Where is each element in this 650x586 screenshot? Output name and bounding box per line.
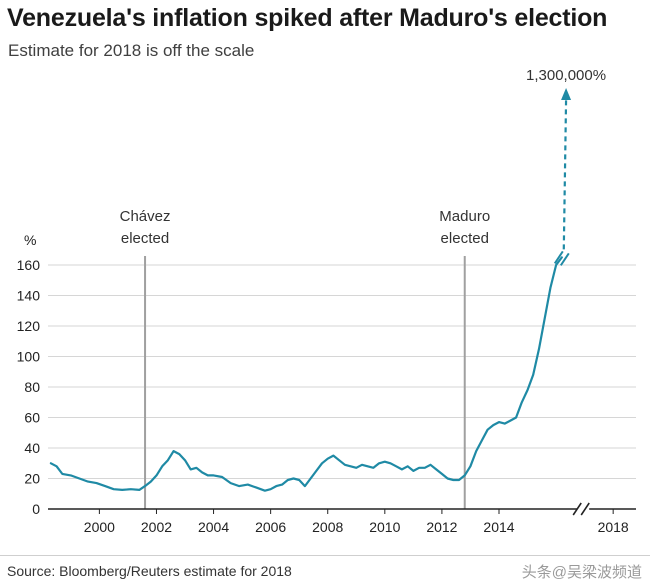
x-axis (48, 502, 636, 516)
x-tick-label-2018: 2018 (598, 519, 629, 535)
y-tick-label-100: 100 (17, 349, 41, 365)
y-axis-tick-labels: 0 20 40 60 80 100 120 140 160 (17, 257, 41, 517)
event-label-0-0: Chávez (120, 208, 171, 225)
x-axis-tick-labels: 2000 2002 2004 2006 2008 2010 2012 2014 2018 (84, 509, 629, 535)
y-tick-label-160: 160 (17, 257, 41, 273)
estimate-break-mark-2 (559, 252, 570, 266)
watermark: 头条@吴梁波频道 (521, 564, 642, 581)
x-tick-label-2014: 2014 (483, 519, 514, 535)
event-label-0-1: elected (121, 230, 169, 247)
estimate-break-mark-1 (553, 250, 564, 264)
inflation-line-chart: 0 20 40 60 80 100 120 140 160 % Chávez elected Mad… (17, 67, 636, 535)
axis-break-mark-1 (572, 502, 582, 516)
x-tick-label-2008: 2008 (312, 519, 343, 535)
y-tick-label-20: 20 (24, 471, 40, 487)
source-note: Source: Bloomberg/Reuters estimate for 2… (7, 563, 292, 579)
y-tick-label-80: 80 (24, 379, 40, 395)
x-tick-label-2004: 2004 (198, 519, 229, 535)
axis-break-mark-2 (580, 502, 590, 516)
chart-title: Venezuela's inflation spiked after Madur… (7, 4, 608, 32)
estimate-label: 1,300,000% (526, 67, 606, 84)
x-tick-label-2002: 2002 (141, 519, 172, 535)
estimate-arrowhead (561, 88, 572, 100)
y-tick-label-0: 0 (32, 501, 40, 517)
estimate-dashed-line (562, 99, 568, 250)
chart-subtitle: Estimate for 2018 is off the scale (8, 41, 255, 60)
series-line-0 (49, 256, 563, 492)
footer-divider (0, 555, 650, 556)
estimate-arrow-group: 1,300,000% (526, 67, 606, 266)
y-tick-label-140: 140 (17, 288, 41, 304)
event-label-1-0: Maduro (439, 208, 490, 225)
x-tick-label-2000: 2000 (84, 519, 115, 535)
event-label-1-1: elected (441, 230, 489, 247)
y-tick-label-60: 60 (24, 410, 40, 426)
series-layer (49, 256, 563, 492)
x-tick-label-2012: 2012 (426, 519, 457, 535)
y-tick-label-40: 40 (24, 440, 40, 456)
x-tick-label-2006: 2006 (255, 519, 286, 535)
y-axis-unit-label: % (24, 232, 36, 248)
x-tick-label-2010: 2010 (369, 519, 400, 535)
y-tick-label-120: 120 (17, 318, 41, 334)
event-markers: Chávez elected Maduro elected (120, 208, 490, 509)
